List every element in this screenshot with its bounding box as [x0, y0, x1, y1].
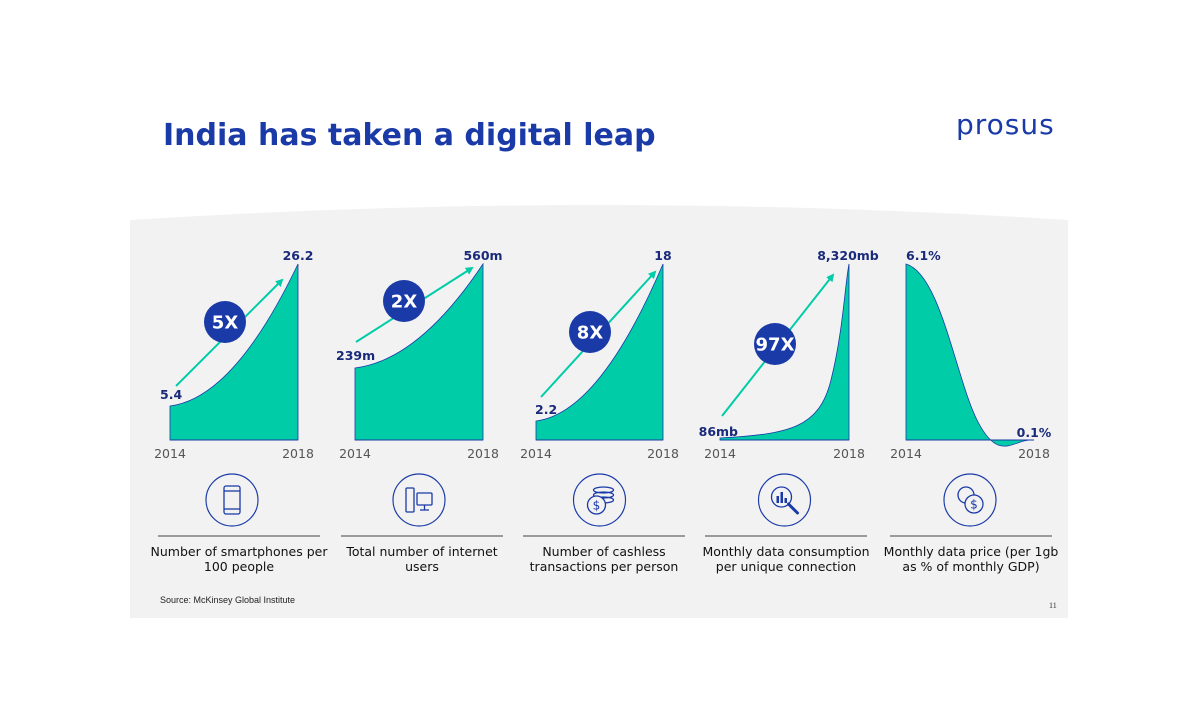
chart-4: 97X 86mb 8,320mb 2014 2018 — [699, 248, 879, 537]
chart-description: Monthly data price (per 1gb as % of mont… — [883, 544, 1059, 574]
x-tick-label: 2014 — [704, 446, 736, 461]
x-tick-label: 2014 — [890, 446, 922, 461]
data-analysis-icon — [757, 473, 812, 527]
start-value-label: 6.1% — [906, 248, 941, 263]
chart-description: Monthly data consumption per unique conn… — [702, 544, 870, 574]
multiplier-label: 5X — [212, 313, 239, 334]
x-tick-label: 2014 — [154, 446, 186, 461]
end-value-label: 560m — [463, 248, 502, 263]
currency-exchange-icon: $ — [943, 473, 997, 527]
coins-icon: $ — [572, 473, 627, 527]
area-mark — [905, 263, 1035, 447]
end-value-label: 18 — [654, 248, 671, 263]
chart-3: 8X 2.2 18 2014 2018 $ — [520, 248, 685, 537]
multiplier-label: 97X — [756, 335, 795, 356]
area-mark — [719, 263, 850, 441]
x-tick-label: 2018 — [647, 446, 679, 461]
chart-description: Number of smartphones per 100 people — [150, 544, 328, 574]
start-value-label: 86mb — [699, 424, 738, 439]
x-tick-label: 2018 — [467, 446, 499, 461]
multiplier-badge — [383, 280, 425, 322]
end-value-label: 8,320mb — [817, 248, 879, 263]
x-tick-label: 2018 — [282, 446, 314, 461]
computer-icon — [392, 473, 446, 527]
mini-charts: 5X 5.4 26.2 2014 2018 2X 239m 560m 2014 2018 8X 2.2… — [154, 248, 1052, 537]
area-mark — [169, 263, 299, 441]
chart-description: Total number of internet users — [346, 544, 498, 574]
x-tick-label: 2014 — [520, 446, 552, 461]
area-mark — [535, 263, 664, 441]
start-value-label: 5.4 — [160, 387, 182, 402]
smartphone-icon — [205, 473, 259, 527]
multiplier-label: 8X — [577, 323, 604, 344]
dollar-glyph: $ — [970, 498, 978, 512]
multiplier-label: 2X — [391, 292, 418, 313]
chart-1: 5X 5.4 26.2 2014 2018 — [154, 248, 320, 537]
end-value-label: 26.2 — [283, 248, 314, 263]
start-value-label: 2.2 — [535, 402, 557, 417]
area-mark — [354, 262, 484, 441]
slide-title: India has taken a digital leap — [163, 118, 656, 153]
source-note: Source: McKinsey Global Institute — [160, 595, 296, 605]
chart-5: 6.1% 0.1% 2014 2018 $ — [890, 248, 1052, 537]
chart-2: 2X 239m 560m 2014 2018 — [336, 248, 503, 537]
end-value-label: 0.1% — [1017, 425, 1052, 440]
multiplier-badge — [754, 323, 796, 365]
page-number: 11 — [1049, 601, 1057, 610]
x-tick-label: 2018 — [1018, 446, 1050, 461]
multiplier-badge — [569, 311, 611, 353]
multiplier-badge — [204, 301, 246, 343]
dollar-glyph: $ — [593, 499, 601, 513]
x-tick-label: 2014 — [339, 446, 371, 461]
prosus-logo: prosus — [956, 108, 1055, 141]
x-tick-label: 2018 — [833, 446, 865, 461]
chart-description: Number of cashless transactions per pers… — [529, 544, 679, 574]
start-value-label: 239m — [336, 348, 375, 363]
